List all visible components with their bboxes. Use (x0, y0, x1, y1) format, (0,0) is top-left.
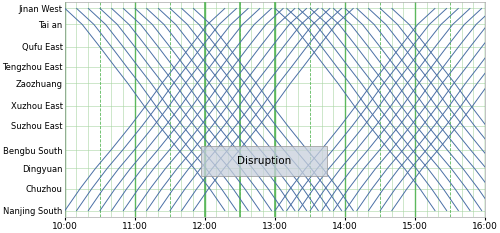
Text: Disruption: Disruption (237, 156, 292, 166)
FancyBboxPatch shape (202, 146, 328, 176)
